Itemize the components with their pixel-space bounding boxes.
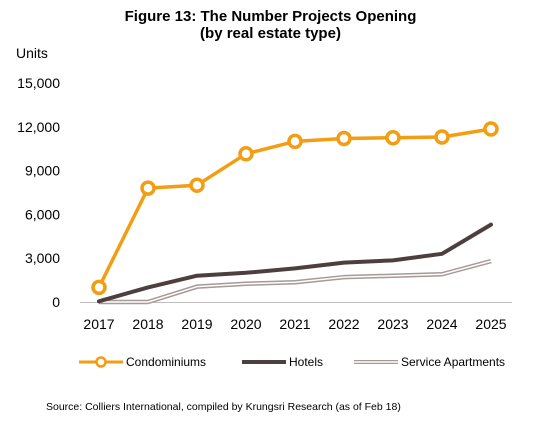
x-tick-label: 2022: [328, 316, 359, 332]
y-tick-label: 12,000: [17, 119, 60, 135]
source-note: Source: Colliers International, compiled…: [46, 401, 401, 413]
legend-label-hotels: Hotels: [289, 355, 324, 369]
condominiums-point: [385, 130, 401, 146]
condominiums-point: [287, 133, 303, 150]
condominiums-point: [91, 279, 107, 296]
legend-label-service-apartments: Service Apartments: [401, 355, 506, 369]
x-tick-label: 2023: [377, 316, 408, 332]
condominiums-point: [434, 129, 450, 145]
series-layer: [91, 121, 499, 305]
series-line-hotels: [97, 222, 493, 304]
condominiums-point: [140, 180, 156, 196]
legend-swatch-condominiums: [79, 356, 123, 368]
series-line-condominiums: [97, 127, 492, 289]
x-tick-label: 2024: [426, 316, 457, 332]
legend: Condominiums Hotels Service Apartments: [0, 352, 541, 372]
x-tick-label: 2021: [279, 316, 310, 332]
y-tick-label: 9,000: [25, 163, 60, 179]
chart-title-line: Figure 13: The Number Projects Opening: [124, 8, 417, 25]
condominiums-point: [189, 177, 205, 193]
legend-swatch-hotels: [242, 360, 286, 364]
y-tick-label: 15,000: [17, 75, 60, 91]
y-axis-ticks: 0 3,000 6,000 9,000 12,000 15,000: [17, 75, 60, 310]
condominiums-point: [483, 121, 499, 137]
x-axis-ticks: 2017 2018 2019 2020 2021 2022 2023 2024 2025: [83, 316, 506, 332]
y-tick-label: 6,000: [25, 206, 60, 222]
legend-label-condominiums: Condominiums: [126, 355, 207, 369]
y-tick-label: 0: [52, 294, 60, 310]
chart-subtitle: (by real estate type): [200, 25, 341, 42]
legend-item-service-apartments: Service Apartments: [354, 352, 505, 372]
y-axis-unit-label: Units: [16, 45, 48, 61]
x-tick-label: 2019: [181, 316, 212, 332]
legend-item-hotels: Hotels: [242, 352, 323, 372]
legend-swatch-service-apartments: [354, 360, 398, 364]
series-line-service-apartments-inner: [99, 260, 492, 303]
y-tick-label: 3,000: [25, 250, 60, 266]
chart-title: Figure 13: The Number Projects Opening (…: [0, 8, 541, 42]
x-tick-label: 2017: [83, 316, 114, 332]
x-tick-label: 2018: [132, 316, 163, 332]
condominiums-point: [336, 130, 352, 147]
legend-item-condominiums: Condominiums: [79, 352, 206, 372]
x-tick-label: 2025: [475, 316, 506, 332]
condominiums-point: [238, 146, 254, 162]
x-tick-label: 2020: [230, 316, 261, 332]
